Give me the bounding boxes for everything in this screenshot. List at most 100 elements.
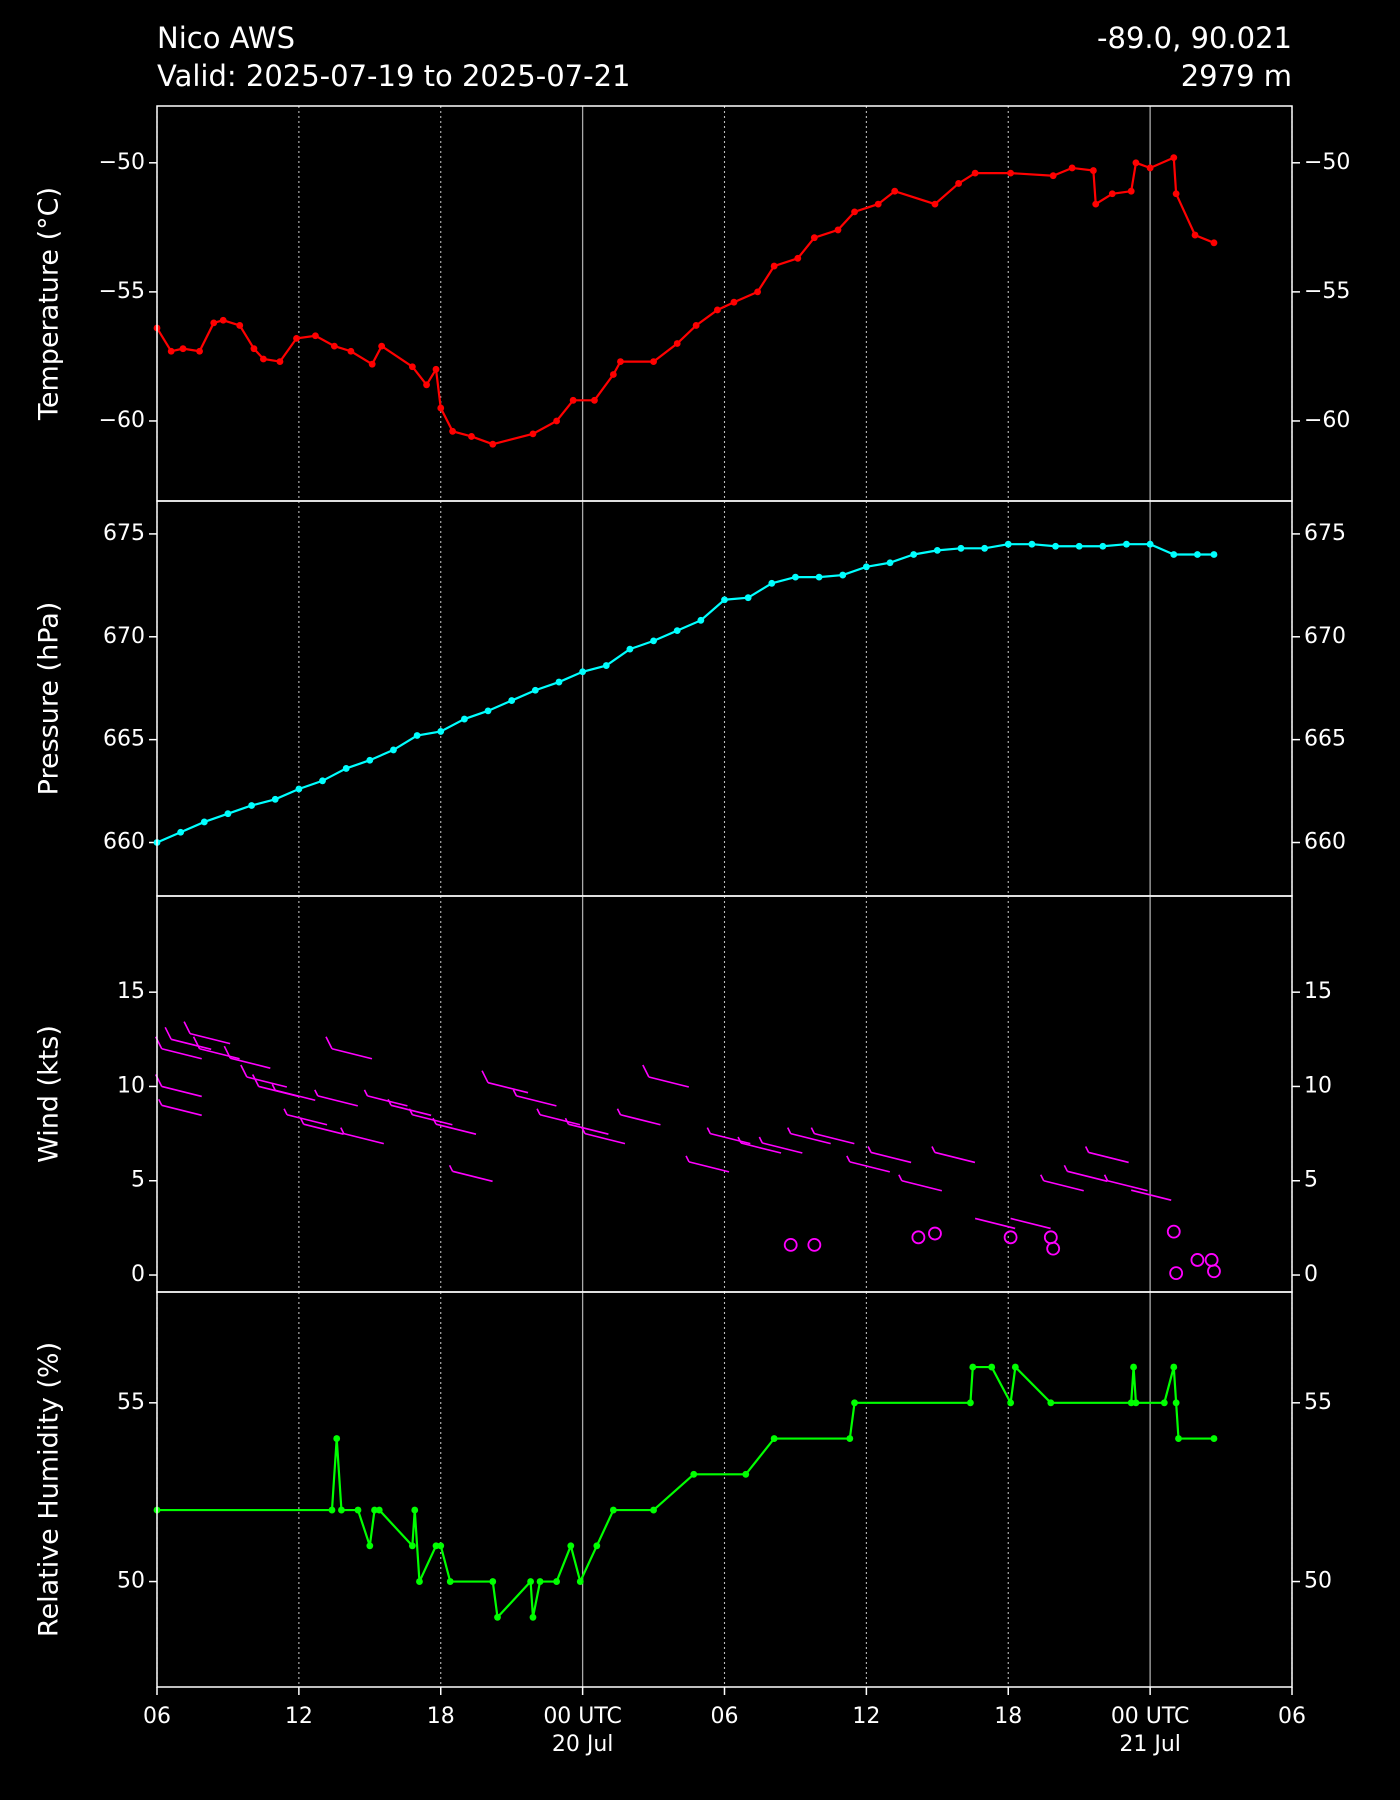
point [1099,542,1107,550]
barb-shape [240,1064,288,1088]
point [1108,190,1116,198]
x-tick-label: 12 [285,1704,313,1729]
wind-barb [581,1127,626,1145]
point [886,559,894,567]
point [248,802,255,809]
wind-barb [1040,1174,1084,1192]
point [1175,1435,1182,1442]
point [933,546,941,554]
calm-circle [1003,1230,1018,1245]
point [1160,1399,1168,1407]
point [295,785,303,793]
point [293,334,300,342]
calm-circle [928,1226,942,1241]
barb-shape [192,1036,240,1060]
point [1132,159,1140,167]
point [1011,1363,1019,1371]
barb-shape [931,1146,976,1164]
point [567,1542,575,1550]
y-tick-label: 10 [117,1073,145,1098]
point [969,1363,977,1371]
point [1007,1399,1015,1407]
calm-circle [1190,1253,1205,1267]
y-tick-label: 15 [117,979,145,1004]
point [449,427,456,435]
y-tick-label: −55 [99,279,145,304]
y-tick-label: 665 [103,727,145,752]
wind-barb [867,1146,912,1164]
point [1210,551,1218,558]
point [494,1613,501,1621]
y-tick-label: 660 [103,830,145,855]
wind-barb [325,1036,373,1060]
y-tick-label: 675 [1304,521,1346,546]
point [673,627,681,635]
y-tick-label: 0 [131,1262,145,1287]
calm-circle [1166,1224,1181,1239]
point [236,322,244,329]
point [408,363,416,371]
barb-shape [164,1026,212,1051]
point [593,1542,601,1550]
point [531,686,539,694]
barb-shape [898,1174,943,1192]
point [988,1363,996,1371]
barb-shape [846,1155,891,1173]
barb-shape [1131,1189,1172,1201]
point [981,544,989,552]
y-tick-label: 55 [1304,1390,1332,1415]
x-tick-label: 00 UTC [1111,1704,1190,1729]
wind-barb [931,1146,976,1164]
wind-barb [810,1127,855,1145]
x-tick-label: 06 [143,1704,171,1729]
point [971,169,979,177]
x-tick-label: 12 [852,1704,880,1729]
y-tick-label: 5 [131,1168,145,1193]
point [1191,231,1199,239]
point [1047,1399,1055,1407]
point [815,573,823,581]
point [1127,187,1135,195]
point [744,594,752,602]
calm-circle [1043,1230,1058,1245]
point [874,200,882,208]
y-tick-label: 670 [103,624,145,649]
point [553,417,561,425]
wind-barb [706,1127,751,1145]
point [1194,551,1201,558]
point [437,404,445,412]
point [957,544,965,552]
barb-shape [363,1089,408,1107]
barb-shape [1040,1174,1084,1192]
point [366,1542,374,1550]
point [328,1506,336,1514]
barb-shape [581,1127,626,1145]
y-tick-label: 665 [1304,727,1346,752]
point [1089,167,1097,174]
wind-barb [512,1089,557,1107]
point [411,1506,419,1514]
calm-circle [1046,1241,1061,1256]
wind-barb [299,1117,344,1135]
point [354,1506,362,1514]
point [378,342,386,350]
y-tick-label: 5 [1304,1168,1318,1193]
point [955,180,962,187]
point [527,1578,535,1585]
title: Nico AWS [157,21,295,55]
calm-circle [1207,1264,1221,1279]
x-tick-label: 06 [711,1704,739,1729]
wind-barb [183,1021,231,1045]
y-axis-label: Relative Humidity (%) [34,1342,65,1637]
barb-shape [223,1045,271,1069]
wind-barb [1010,1217,1051,1230]
y-tick-label: −60 [1304,408,1350,433]
x-tick-label: 00 UTC [543,1704,622,1729]
y-axis-label: Pressure (hPa) [34,602,65,796]
point [609,371,617,378]
barb-shape [642,1064,690,1088]
elevation: 2979 m [1181,59,1292,93]
y-tick-label: 50 [117,1569,145,1594]
barb-shape [340,1127,384,1145]
